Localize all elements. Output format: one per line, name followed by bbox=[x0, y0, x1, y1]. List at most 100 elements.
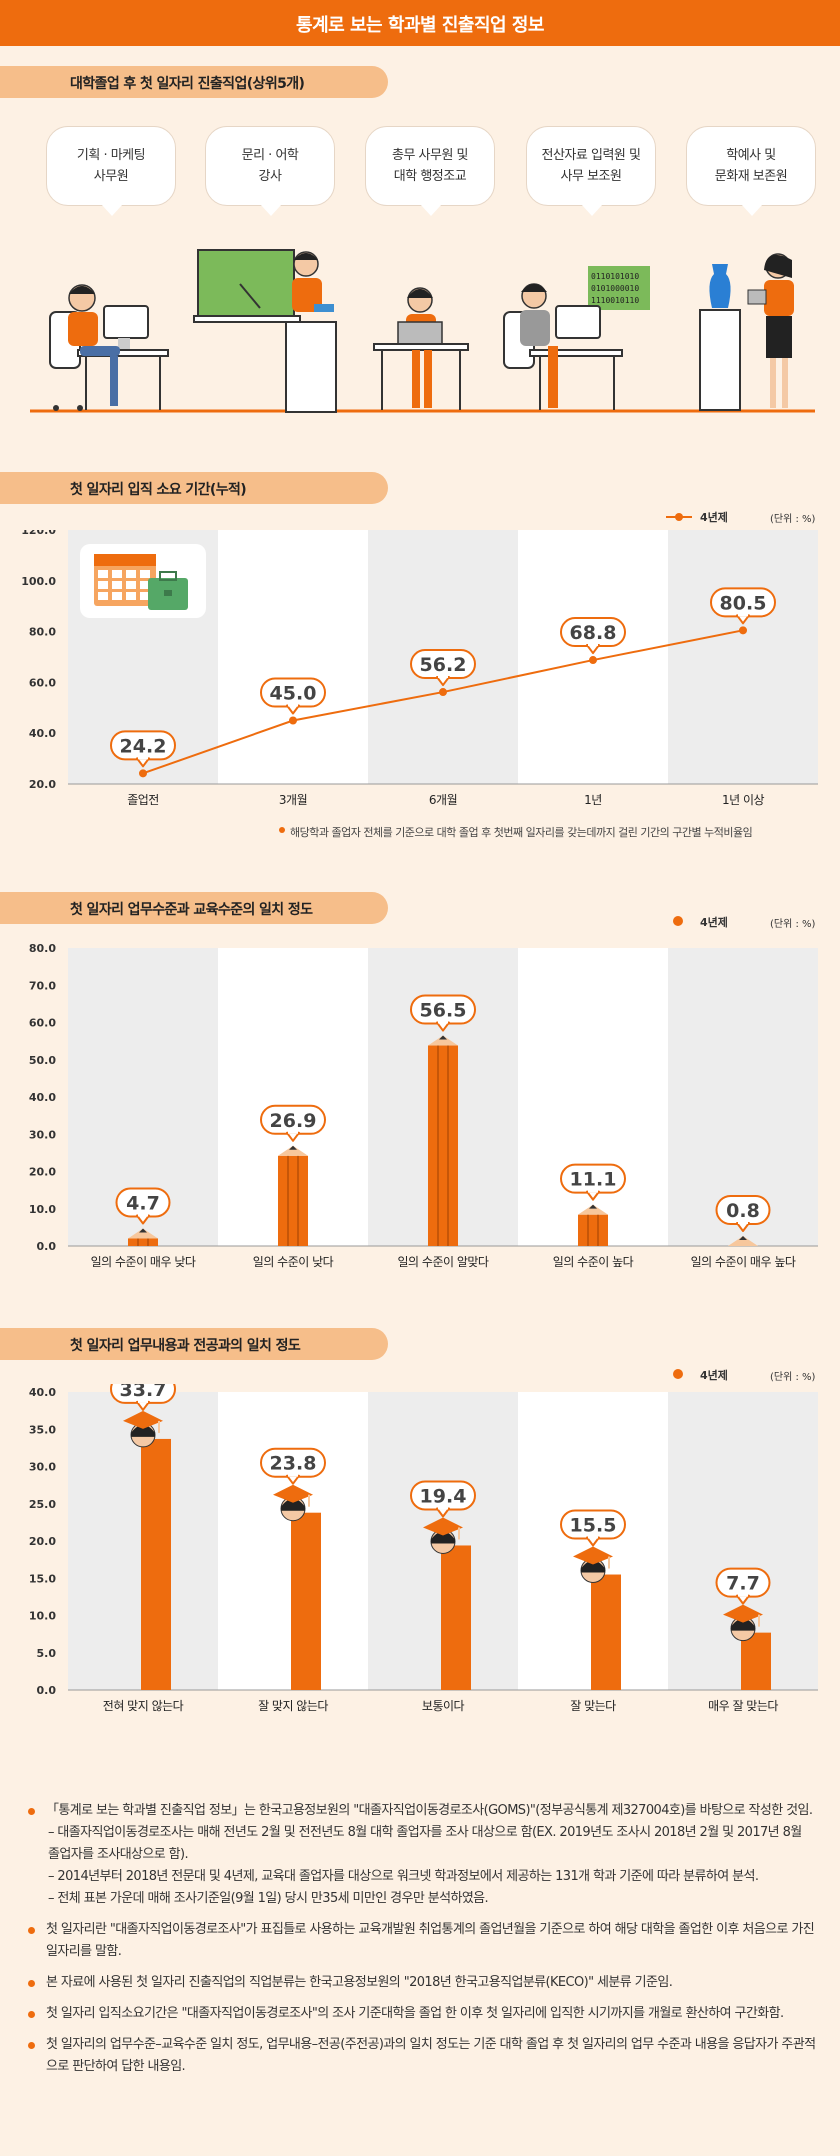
job-bubble-4: 전산자료 입력원 및 사무 보조원 bbox=[526, 126, 656, 216]
x-category-label: 일의 수준이 낮다 bbox=[253, 1255, 334, 1269]
graduate-hair bbox=[281, 1498, 305, 1511]
job-bubble-line: 학예사 및 bbox=[726, 148, 776, 163]
job-bubble-line: 문리 · 어학 bbox=[241, 148, 299, 163]
data-point bbox=[289, 716, 297, 725]
x-category-label: 잘 맞지 않는다 bbox=[258, 1699, 328, 1713]
graduate-bar-body bbox=[591, 1574, 621, 1690]
data-label-pointer-mask bbox=[288, 703, 298, 707]
note-item: 첫 일자리의 업무수준–교육수준 일치 정도, 업무내용–전공(주전공)과의 일… bbox=[26, 2034, 816, 2078]
note-item: 첫 일자리란 "대졸자직업이동경로조사"가 표집틀로 사용하는 교육개발원 취업… bbox=[26, 1919, 816, 1963]
y-tick-label: 30.0 bbox=[29, 1461, 56, 1474]
graduation-cap-icon bbox=[273, 1484, 313, 1503]
section-jobs-title: 대학졸업 후 첫 일자리 진출직업(상위5개) bbox=[70, 76, 305, 92]
x-category-label: 일의 수준이 매우 높다 bbox=[691, 1255, 796, 1269]
graduate-bar bbox=[723, 1604, 771, 1690]
calendar-cell bbox=[98, 592, 108, 600]
pencil-bar-tip bbox=[128, 1228, 158, 1239]
note-item: 본 자료에 사용된 첫 일자리 진출직업의 직업분류는 한국고용정보원의 "20… bbox=[26, 1972, 816, 1994]
chart-column-band bbox=[518, 948, 668, 1246]
binary-line: 1110010110 bbox=[591, 296, 639, 305]
binary-line: 0110101010 bbox=[591, 272, 639, 281]
page-title: 통계로 보는 학과별 진출직업 정보 bbox=[296, 15, 544, 36]
y-tick-label: 40.0 bbox=[29, 1386, 56, 1399]
pencil-bar-tip bbox=[428, 1035, 458, 1046]
y-tick-label: 60.0 bbox=[29, 676, 56, 689]
note-bullet bbox=[28, 1980, 35, 1987]
pencil-bar bbox=[128, 1228, 158, 1246]
graduate-hair bbox=[131, 1424, 155, 1437]
note-text: 「통계로 보는 학과별 진출직업 정보」는 한국고용정보원의 "대졸자직업이동경… bbox=[46, 1803, 813, 1818]
data-point bbox=[139, 769, 147, 778]
note-bullet bbox=[28, 2042, 35, 2049]
legend-dot bbox=[673, 1369, 683, 1379]
data-label-pointer-mask bbox=[588, 1535, 598, 1539]
calendar-cell bbox=[140, 581, 150, 589]
x-category-label: 일의 수준이 매우 낮다 bbox=[91, 1255, 196, 1269]
pencil-bar-tip bbox=[578, 1204, 608, 1215]
data-label-pointer-mask bbox=[138, 1399, 148, 1403]
job-illustrations: 0110101010 0101000010 1110010110 bbox=[30, 249, 815, 413]
data-label-pointer-mask bbox=[288, 1473, 298, 1477]
job-bubble-line: 사무원 bbox=[93, 169, 129, 184]
job-bubble-1: 기획 · 마케팅 사무원 bbox=[46, 126, 176, 216]
job-bubble-2: 문리 · 어학 강사 bbox=[205, 126, 335, 216]
data-label: 26.9 bbox=[260, 1104, 326, 1142]
chart3-legend-label: 4년제 bbox=[700, 1369, 728, 1382]
note-text: 첫 일자리란 "대졸자직업이동경로조사"가 표집틀로 사용하는 교육개발원 취업… bbox=[46, 1922, 815, 1959]
bar-chart-major-match: 0.0 5.0 10.0 15.0 20.0 25.0 30.0 35.0 40.0 전혀 맞지 … bbox=[29, 1384, 818, 1713]
chart-column-band bbox=[218, 530, 368, 784]
data-label-text: 4.7 bbox=[126, 1192, 160, 1214]
section-entry-period-tab: 첫 일자리 입직 소요 기간(누적) bbox=[0, 472, 388, 504]
job-bubble-line: 사무 보조원 bbox=[560, 169, 622, 184]
data-label-text: 26.9 bbox=[270, 1110, 317, 1132]
note-item: 「통계로 보는 학과별 진출직업 정보」는 한국고용정보원의 "대졸자직업이동경… bbox=[26, 1800, 816, 1910]
y-tick-label: 40.0 bbox=[29, 727, 56, 740]
data-label: 68.8 bbox=[560, 617, 626, 655]
bar-chart-level-match: 0.0 10.0 20.0 30.0 40.0 50.0 60.0 70.0 80.0 일의 수준… bbox=[29, 942, 818, 1269]
y-tick-label: 100.0 bbox=[21, 575, 56, 588]
graduate-hair bbox=[431, 1531, 455, 1544]
x-category-label: 잘 맞는다 bbox=[570, 1699, 616, 1713]
job-bubble-line: 문화재 보존원 bbox=[714, 169, 788, 184]
pencil-bar-lead bbox=[739, 1236, 747, 1240]
data-label-pointer-mask bbox=[588, 1189, 598, 1193]
data-label-text: 33.7 bbox=[120, 1384, 167, 1401]
calendar-cell bbox=[112, 570, 122, 578]
data-label-pointer-mask bbox=[438, 1020, 448, 1024]
y-tick-label: 35.0 bbox=[29, 1423, 56, 1436]
chart-column-band bbox=[668, 530, 818, 784]
data-label-pointer-mask bbox=[738, 1221, 748, 1224]
x-category-label: 졸업전 bbox=[127, 793, 159, 807]
data-label-pointer-mask bbox=[138, 1213, 148, 1217]
graduate-bar-body bbox=[441, 1545, 471, 1690]
calendar-cell bbox=[126, 592, 136, 600]
pencil-bar bbox=[728, 1236, 758, 1246]
chart3-unit: (단위 : %) bbox=[770, 1372, 816, 1383]
data-label-text: 19.4 bbox=[420, 1485, 467, 1507]
data-label-text: 0.8 bbox=[726, 1200, 760, 1222]
calendar-briefcase-icon bbox=[80, 544, 206, 618]
pencil-bar-lead bbox=[139, 1228, 147, 1233]
graduation-cap-icon bbox=[423, 1517, 463, 1536]
data-label-text: 15.5 bbox=[570, 1515, 617, 1537]
data-label-pointer-mask bbox=[738, 613, 748, 617]
pencil-bar-lead bbox=[289, 1145, 297, 1150]
graduation-cap-icon bbox=[573, 1546, 613, 1565]
job-bubble-line: 강사 bbox=[258, 169, 282, 184]
x-category-label: 1년 이상 bbox=[722, 793, 765, 807]
chart1-unit: (단위 : %) bbox=[770, 514, 816, 525]
calendar-cell bbox=[98, 581, 108, 589]
y-tick-label: 25.0 bbox=[29, 1498, 56, 1511]
curator-illustration bbox=[699, 253, 794, 411]
data-label-text: 11.1 bbox=[570, 1169, 617, 1191]
data-label: 11.1 bbox=[560, 1163, 626, 1201]
data-label: 0.8 bbox=[715, 1195, 771, 1232]
chart1-footnote: 해당학과 졸업자 전체를 기준으로 대학 졸업 후 첫번째 일자리를 갖는데까지… bbox=[290, 826, 753, 839]
data-label: 4.7 bbox=[115, 1187, 171, 1225]
graduate-bar bbox=[273, 1484, 321, 1690]
teacher-illustration bbox=[193, 249, 337, 413]
calendar-cell bbox=[98, 570, 108, 578]
y-tick-label: 0.0 bbox=[37, 1684, 57, 1697]
data-point bbox=[589, 656, 597, 665]
pencil-bar-body bbox=[428, 1045, 458, 1246]
